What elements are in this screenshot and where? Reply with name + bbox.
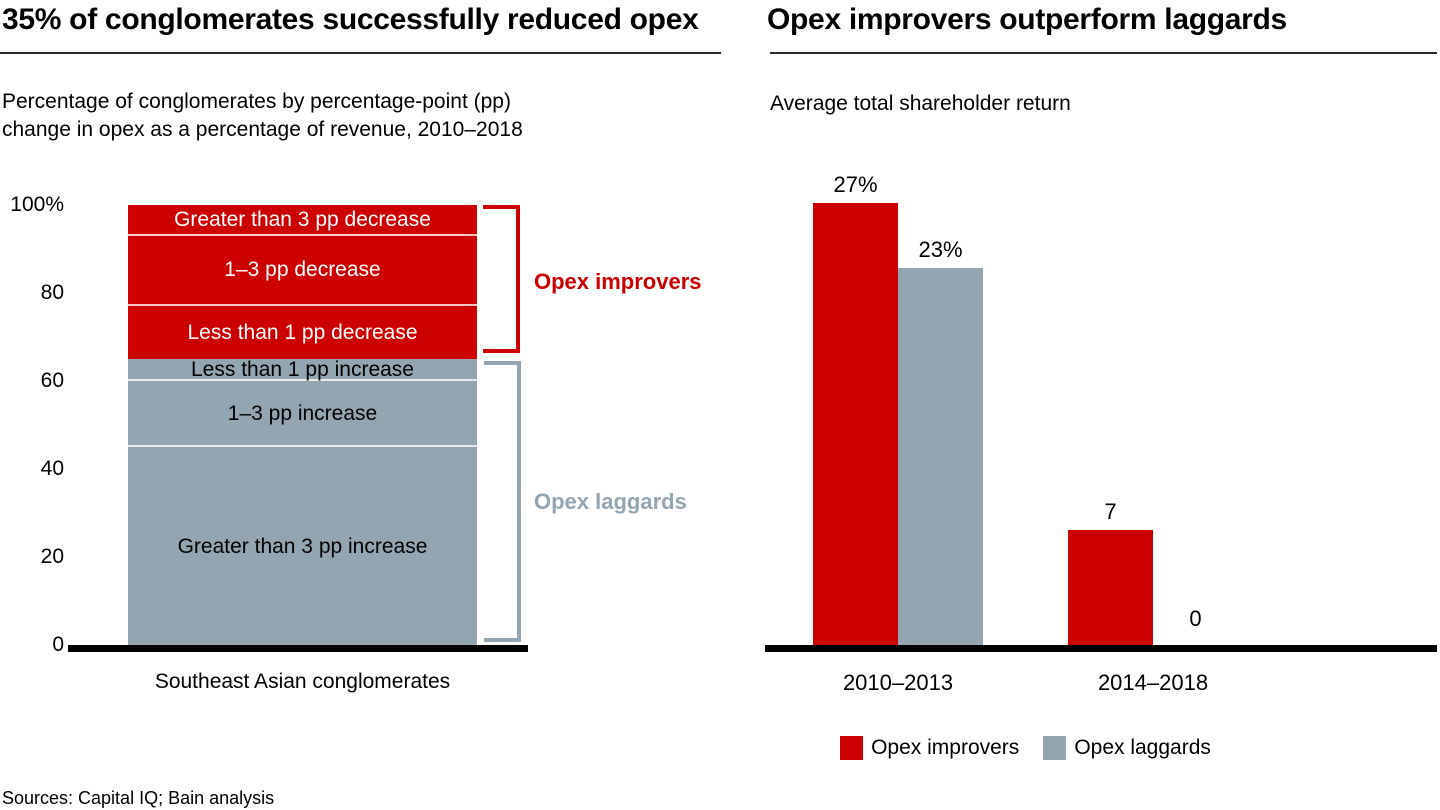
y-axis-tick-60: 60 (40, 369, 64, 392)
y-axis-tick-0: 0 (52, 633, 64, 656)
category-label-2010-2013: 2010–2013 (842, 670, 954, 695)
bar-improvers-2014-2018 (1068, 530, 1153, 645)
left-title-rule (0, 52, 721, 54)
segment-1-3pp-decrease: 1–3 pp decrease (128, 235, 477, 307)
left-chart-subtitle-line1: Percentage of conglomerates by percentag… (2, 90, 511, 113)
value-label-improvers-2014-2018: 7 (1104, 499, 1117, 525)
segment-less-1pp-increase: Less than 1 pp increase (128, 359, 477, 381)
legend-swatch-improvers-icon (840, 736, 864, 760)
right-chart-title: Opex improvers outperform laggards (767, 3, 1287, 36)
category-label-2014-2018: 2014–2018 (1097, 670, 1209, 695)
laggards-bracket-label: Opex laggards (534, 488, 687, 514)
bar-laggards-2010-2013 (898, 268, 983, 645)
segment-greater-3pp-decrease: Greater than 3 pp decrease (128, 205, 477, 236)
bar-improvers-2010-2013 (813, 203, 898, 645)
improvers-bracket (483, 205, 520, 353)
legend-label-improvers: Opex improvers (871, 736, 1020, 759)
y-axis-tick-80: 80 (40, 281, 64, 304)
segment-1-3pp-increase: 1–3 pp increase (128, 381, 477, 447)
legend-label-laggards: Opex laggards (1074, 736, 1211, 759)
right-x-axis-baseline (765, 645, 1437, 652)
left-chart-subtitle: Percentage of conglomerates by percentag… (2, 88, 523, 144)
legend-item-improvers: Opex improvers (840, 736, 1019, 760)
y-axis-tick-100: 100% (10, 193, 64, 216)
laggards-bracket (484, 361, 521, 642)
value-label-laggards-2010-2013: 23% (918, 237, 963, 263)
improvers-bracket-label: Opex improvers (534, 269, 702, 294)
legend: Opex improvers Opex laggards (813, 736, 1238, 760)
legend-swatch-laggards-icon (1043, 736, 1067, 760)
left-category-label: Southeast Asian conglomerates (154, 670, 451, 693)
y-axis-tick-40: 40 (40, 457, 64, 480)
left-chart-subtitle-line2: change in opex as a percentage of revenu… (2, 118, 523, 141)
value-label-laggards-2014-2018: 0 (1189, 606, 1202, 631)
legend-item-laggards: Opex laggards (1043, 736, 1211, 760)
left-chart-title: 35% of conglomerates successfully reduce… (2, 3, 699, 36)
y-axis-tick-20: 20 (40, 545, 64, 568)
segment-less-1pp-decrease: Less than 1 pp decrease (128, 306, 477, 359)
value-label-improvers-2010-2013: 27% (833, 172, 878, 197)
left-x-axis-baseline (68, 645, 528, 652)
sources-note: Sources: Capital IQ; Bain analysis (2, 788, 275, 808)
right-chart-subtitle: Average total shareholder return (770, 92, 1071, 115)
right-title-rule (770, 52, 1437, 54)
segment-greater-3pp-increase: Greater than 3 pp increase (128, 447, 477, 645)
